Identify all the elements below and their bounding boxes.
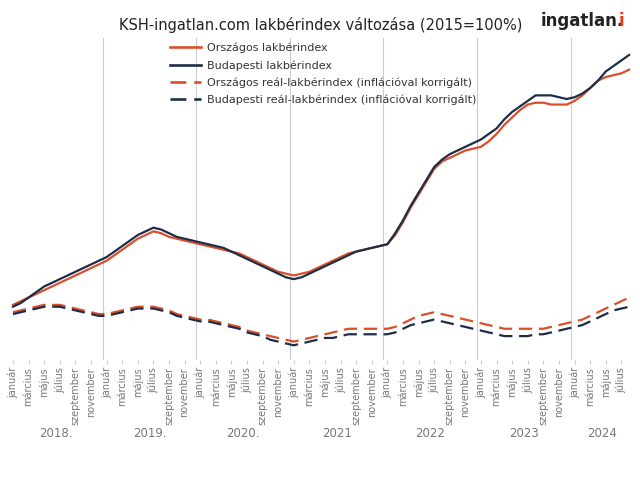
Text: 2023: 2023: [509, 427, 539, 440]
Text: ingatlan.: ingatlan.: [541, 12, 624, 30]
Legend: Országos lakbérindex, Budapesti lakbérindex, Országos reál-lakbérindex (infláció: Országos lakbérindex, Budapesti lakbérin…: [165, 38, 481, 109]
Text: 2019.: 2019.: [132, 427, 166, 440]
Text: 2018.: 2018.: [39, 427, 73, 440]
Text: 2020.: 2020.: [227, 427, 260, 440]
Title: KSH-ingatlan.com lakbérindex változása (2015=100%): KSH-ingatlan.com lakbérindex változása (…: [120, 17, 523, 33]
Text: i: i: [618, 12, 624, 30]
Text: 2022: 2022: [415, 427, 445, 440]
Text: 2024: 2024: [587, 427, 617, 440]
Text: 2021: 2021: [322, 427, 351, 440]
